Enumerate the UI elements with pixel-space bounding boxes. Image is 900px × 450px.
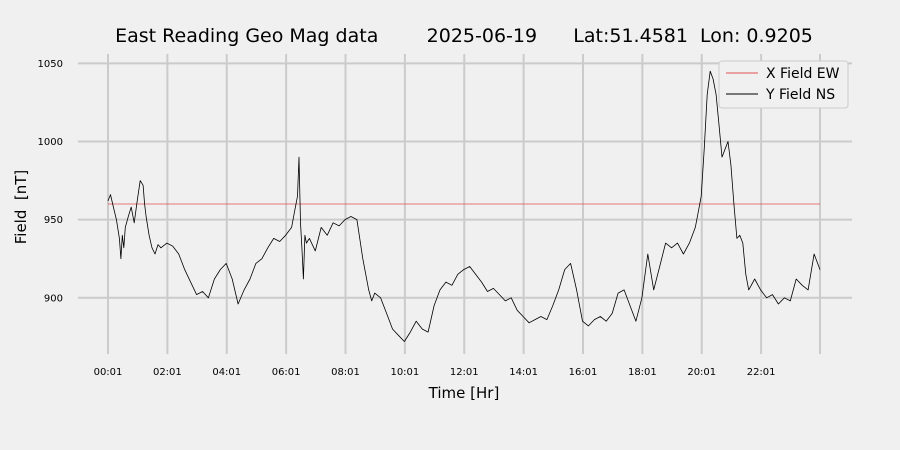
legend: X Field EW Y Field NS xyxy=(718,60,849,109)
x-tick-label: 04:01 xyxy=(212,367,241,378)
y-tick-label: 950 xyxy=(44,215,63,226)
x-tick-label: 12:01 xyxy=(450,367,479,378)
legend-label-x-field-ew: X Field EW xyxy=(766,66,840,82)
y-tick-label: 900 xyxy=(44,293,63,304)
x-tick-label: 16:01 xyxy=(569,367,598,378)
series-line-y-field-ns xyxy=(107,70,821,342)
x-tick-label: 18:01 xyxy=(628,367,657,378)
x-axis-label: Time [Hr] xyxy=(428,384,500,402)
y-tick-labels: 900 950 1000 1050 xyxy=(38,59,63,304)
x-tick-label: 00:01 xyxy=(94,367,123,378)
y-axis-label: Field [nT] xyxy=(12,170,30,245)
chart-title: East Reading Geo Mag data 2025-06-19 Lat… xyxy=(115,25,813,47)
legend-label-y-field-ns: Y Field NS xyxy=(765,87,835,103)
y-tick-label: 1050 xyxy=(38,59,63,70)
x-tick-label: 20:01 xyxy=(687,367,716,378)
x-tick-label: 10:01 xyxy=(390,367,419,378)
y-tick-label: 1000 xyxy=(38,137,63,148)
x-tick-label: 06:01 xyxy=(272,367,301,378)
x-tick-label: 22:01 xyxy=(747,367,776,378)
x-tick-label: 08:01 xyxy=(331,367,360,378)
series-layer xyxy=(107,70,821,342)
x-tick-labels: 00:01 02:01 04:01 06:01 08:01 10:01 12:01 14:01… xyxy=(94,367,776,378)
x-tick-label: 02:01 xyxy=(153,367,182,378)
x-tick-label: 14:01 xyxy=(509,367,538,378)
